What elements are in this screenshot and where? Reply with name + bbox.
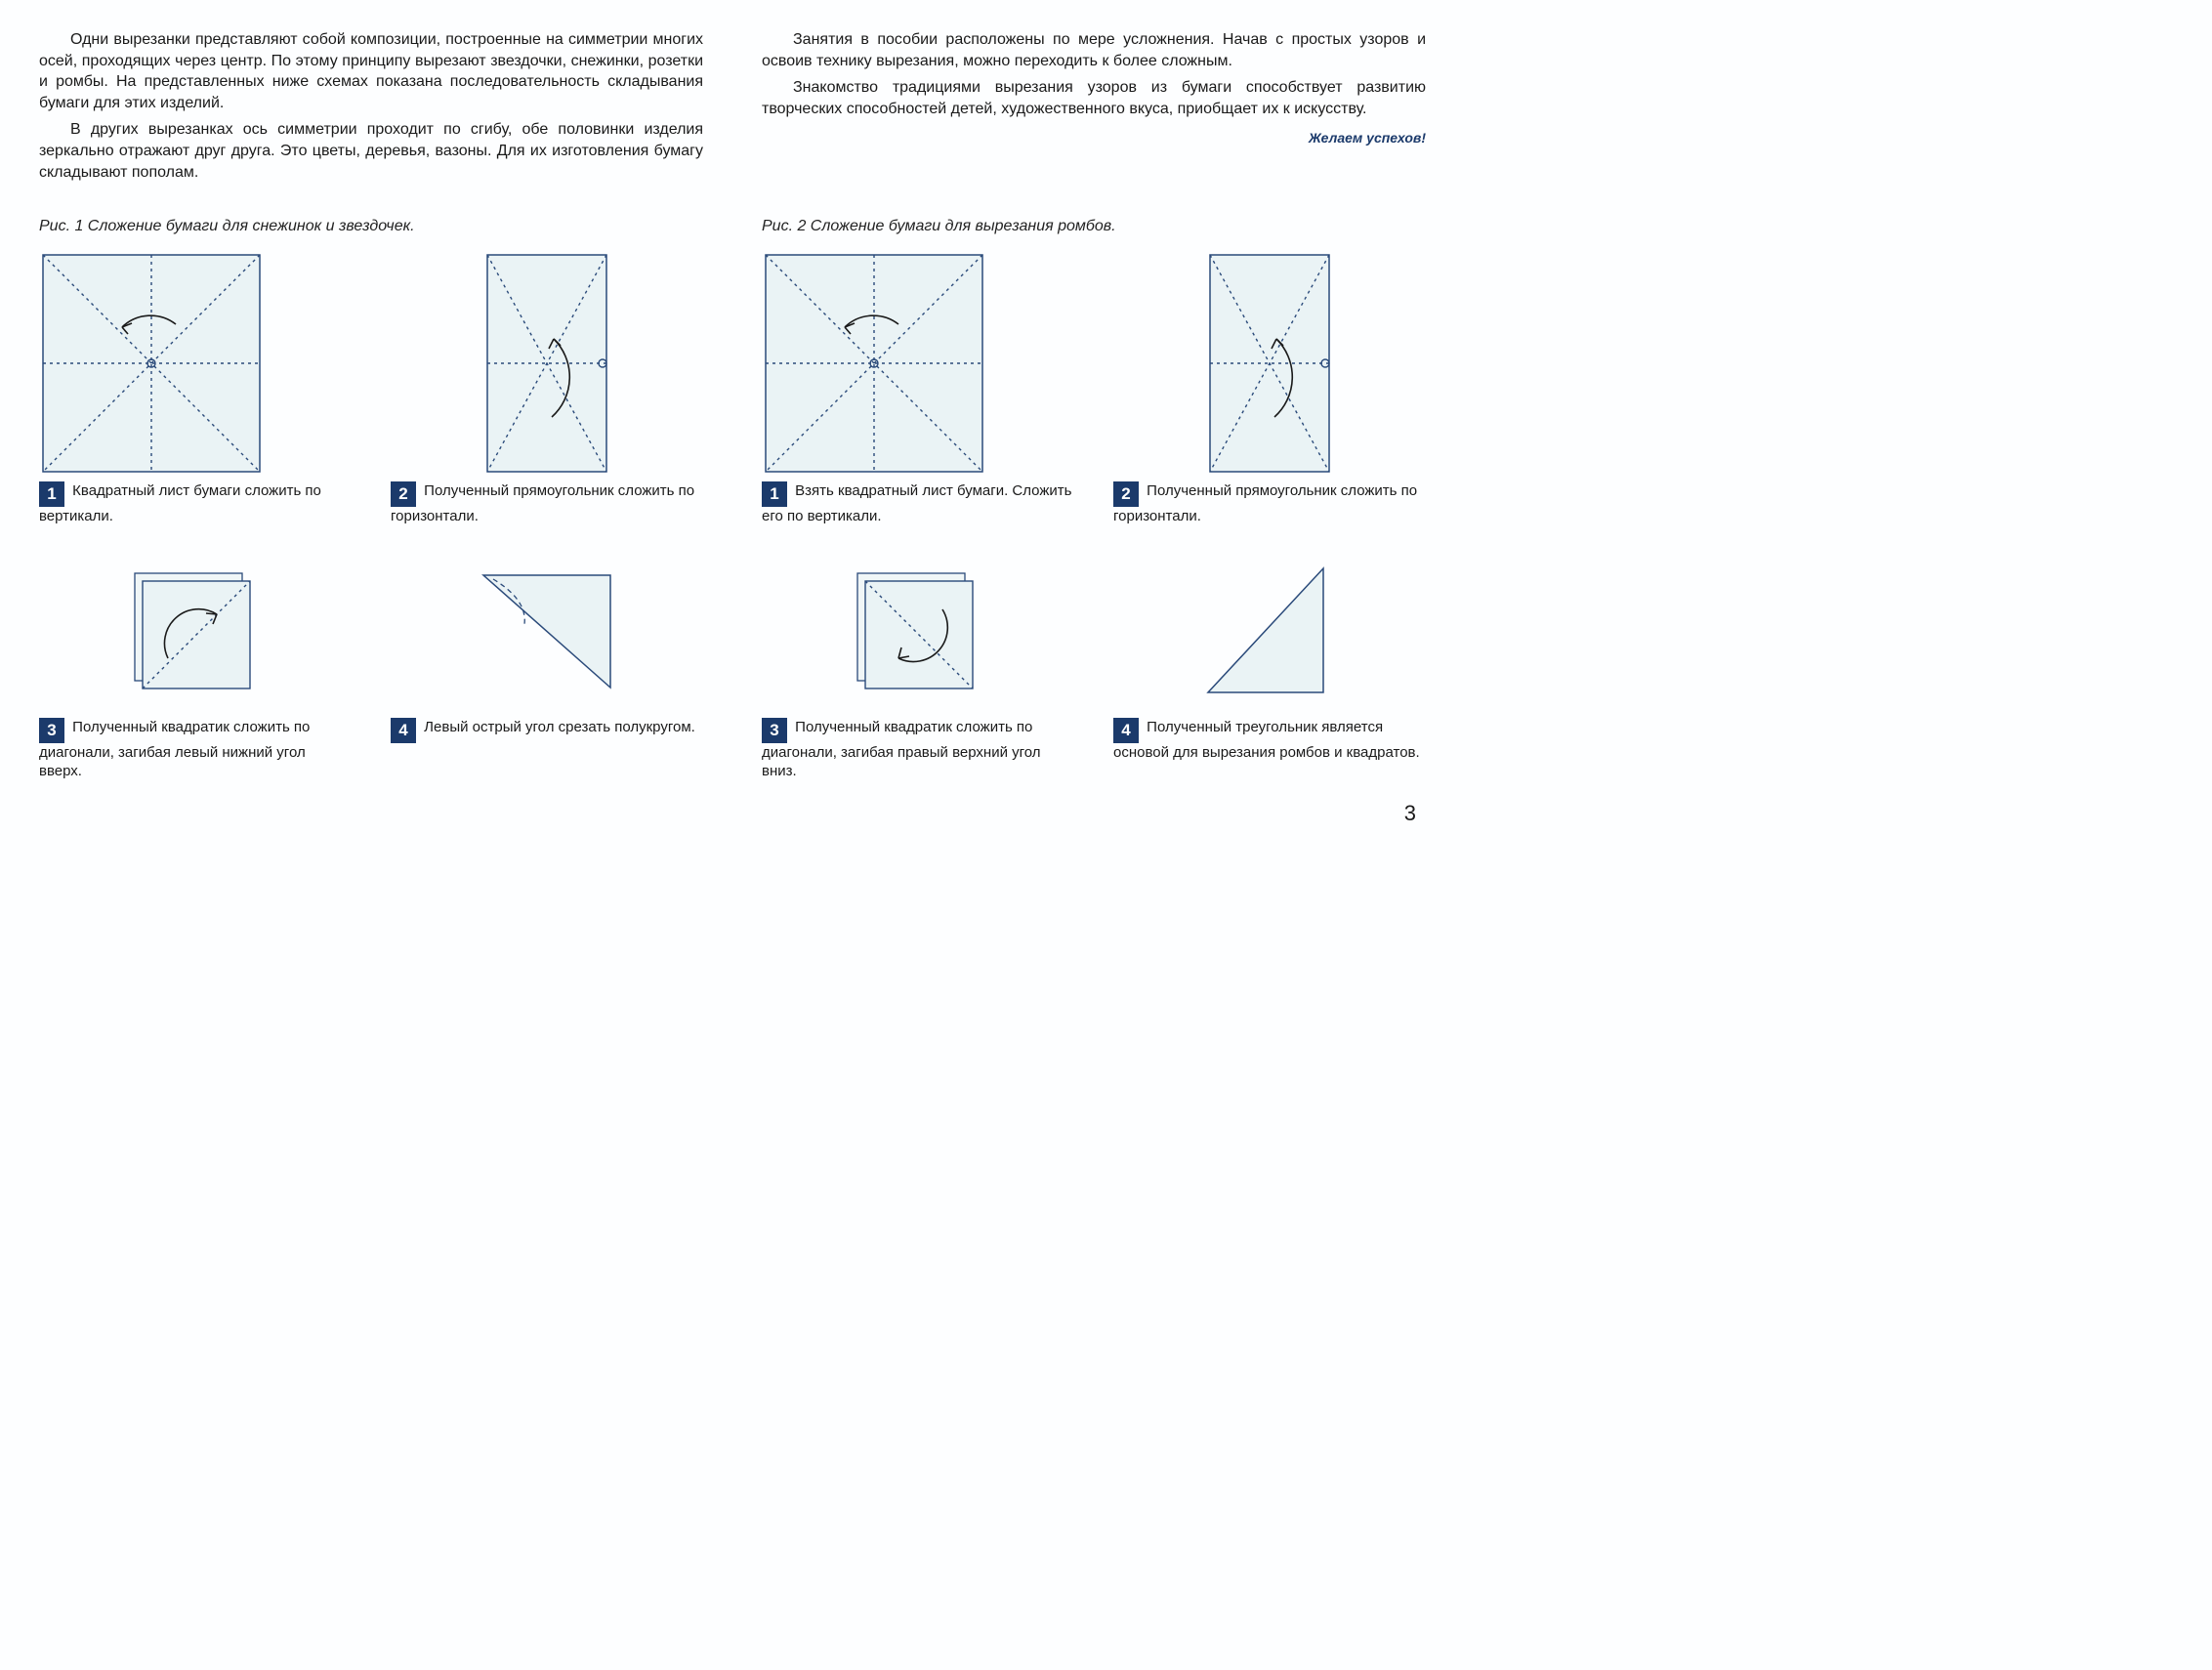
intro-columns: Одни вырезанки представляют собой композ… bbox=[39, 29, 1426, 188]
step-caption: 3 Полученный квадратик сложить по диагон… bbox=[762, 718, 1074, 781]
step-number: 1 bbox=[39, 481, 64, 507]
step-4: 4 Полученный треугольник является осново… bbox=[1113, 556, 1426, 781]
step-number: 2 bbox=[391, 481, 416, 507]
step-label: Полученный прямоугольник сложить по гори… bbox=[1113, 482, 1417, 524]
paragraph: Одни вырезанки представляют собой композ… bbox=[39, 29, 703, 113]
step-1: 1 Квадратный лист бумаги сложить по верт… bbox=[39, 251, 352, 526]
diagram-triangle bbox=[391, 556, 703, 712]
step-number: 3 bbox=[762, 718, 787, 743]
step-label: Левый острый угол срезать полукругом. bbox=[424, 719, 695, 735]
diagram-triangle bbox=[1113, 556, 1426, 712]
diagram-small-square bbox=[762, 556, 1074, 712]
step-number: 2 bbox=[1113, 481, 1139, 507]
wish-text: Желаем успехов! bbox=[762, 129, 1426, 147]
step-4: 4 Левый острый угол срезать полукругом. bbox=[391, 556, 703, 781]
step-label: Полученный треугольник является основой … bbox=[1113, 719, 1420, 761]
steps-row-top: 1 Взять квадратный лист бумаги. Сложить … bbox=[762, 251, 1426, 526]
step-caption: 2 Полученный прямоугольник сложить по го… bbox=[1113, 481, 1426, 526]
steps-row-bottom: 3 Полученный квадратик сложить по диагон… bbox=[762, 556, 1426, 781]
step-label: Полученный квадратик сложить по диагонал… bbox=[39, 719, 310, 780]
steps-row-bottom: 3 Полученный квадратик сложить по диагон… bbox=[39, 556, 703, 781]
diagram-square bbox=[39, 251, 352, 476]
diagram-small-square bbox=[39, 556, 352, 712]
step-caption: 1 Квадратный лист бумаги сложить по верт… bbox=[39, 481, 352, 526]
step-number: 3 bbox=[39, 718, 64, 743]
step-1: 1 Взять квадратный лист бумаги. Сложить … bbox=[762, 251, 1074, 526]
step-3: 3 Полученный квадратик сложить по диагон… bbox=[39, 556, 352, 781]
figure-2: Рис. 2 Сложение бумаги для вырезания ром… bbox=[762, 218, 1426, 781]
paragraph: Занятия в пособии расположены по мере ус… bbox=[762, 29, 1426, 71]
step-label: Взять квадратный лист бумаги. Сложить ег… bbox=[762, 482, 1071, 524]
step-number: 4 bbox=[1113, 718, 1139, 743]
paragraph: Знакомство традициями вырезания узоров и… bbox=[762, 77, 1426, 119]
step-number: 1 bbox=[762, 481, 787, 507]
figure-title: Рис. 1 Сложение бумаги для снежинок и зв… bbox=[39, 218, 703, 235]
figures-row: Рис. 1 Сложение бумаги для снежинок и зв… bbox=[39, 218, 1426, 781]
step-label: Квадратный лист бумаги сложить по вертик… bbox=[39, 482, 321, 524]
step-caption: 4 Полученный треугольник является осново… bbox=[1113, 718, 1426, 763]
figure-title: Рис. 2 Сложение бумаги для вырезания ром… bbox=[762, 218, 1426, 235]
step-caption: 2 Полученный прямоугольник сложить по го… bbox=[391, 481, 703, 526]
diagram-rect bbox=[391, 251, 703, 476]
step-number: 4 bbox=[391, 718, 416, 743]
paragraph: В других вырезанках ось симметрии проход… bbox=[39, 119, 703, 183]
step-2: 2 Полученный прямоугольник сложить по го… bbox=[1113, 251, 1426, 526]
step-3: 3 Полученный квадратик сложить по диагон… bbox=[762, 556, 1074, 781]
step-label: Полученный прямоугольник сложить по гори… bbox=[391, 482, 694, 524]
diagram-rect bbox=[1113, 251, 1426, 476]
step-caption: 4 Левый острый угол срезать полукругом. bbox=[391, 718, 703, 743]
page: Одни вырезанки представляют собой композ… bbox=[0, 0, 1465, 846]
intro-left: Одни вырезанки представляют собой композ… bbox=[39, 29, 703, 188]
steps-row-top: 1 Квадратный лист бумаги сложить по верт… bbox=[39, 251, 703, 526]
step-caption: 1 Взять квадратный лист бумаги. Сложить … bbox=[762, 481, 1074, 526]
step-2: 2 Полученный прямоугольник сложить по го… bbox=[391, 251, 703, 526]
diagram-square bbox=[762, 251, 1074, 476]
figure-1: Рис. 1 Сложение бумаги для снежинок и зв… bbox=[39, 218, 703, 781]
page-number: 3 bbox=[39, 801, 1426, 826]
intro-right: Занятия в пособии расположены по мере ус… bbox=[762, 29, 1426, 188]
step-label: Полученный квадратик сложить по диагонал… bbox=[762, 719, 1041, 780]
step-caption: 3 Полученный квадратик сложить по диагон… bbox=[39, 718, 352, 781]
